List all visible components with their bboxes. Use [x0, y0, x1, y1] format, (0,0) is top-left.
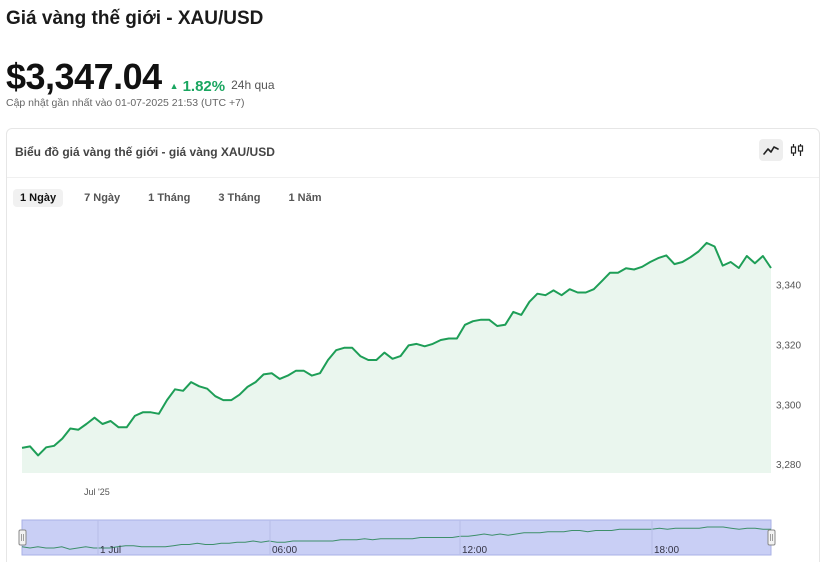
candlestick-chart-button[interactable] — [785, 139, 809, 161]
navigator-window — [21, 519, 772, 556]
time-range-tabs: 1 Ngày 7 Ngày 1 Tháng 3 Tháng 1 Năm — [13, 189, 329, 207]
y-tick-label: 3,280 — [776, 460, 801, 471]
change-period: 24h qua — [231, 78, 275, 92]
price-line — [21, 241, 772, 457]
navigator-handle-right[interactable] — [767, 529, 776, 546]
price-change: ▲ 1.82% — [170, 78, 225, 95]
range-tab-1y[interactable]: 1 Năm — [288, 192, 322, 204]
page-title: Giá vàng thế giới - XAU/USD — [6, 8, 264, 29]
y-tick-label: 3,300 — [776, 400, 801, 411]
navigator-handle-left[interactable] — [18, 529, 27, 546]
range-tab-7d[interactable]: 7 Ngày — [84, 192, 121, 204]
up-arrow-icon: ▲ — [169, 81, 179, 91]
y-tick-label: 3,320 — [776, 340, 801, 351]
change-percent: 1.82% — [182, 77, 226, 95]
range-tab-1d[interactable]: 1 Ngày — [13, 189, 64, 207]
line-chart-icon — [763, 146, 779, 155]
y-tick-label: 3,340 — [776, 281, 801, 292]
chart-type-switch — [759, 139, 809, 161]
price-row: $3,347.04 ▲ 1.82% 24h qua — [6, 56, 275, 98]
chart-card-title: Biểu đồ giá vàng thế giới - giá vàng XAU… — [15, 145, 275, 159]
navigator-label: 1 Jul — [100, 545, 121, 556]
range-tab-1m[interactable]: 1 Tháng — [148, 192, 191, 204]
line-chart-button[interactable] — [759, 139, 783, 161]
range-tab-3m[interactable]: 3 Tháng — [218, 192, 261, 204]
x-tick-label: Jul '25 — [84, 487, 110, 497]
card-divider — [7, 177, 819, 178]
navigator-label: 06:00 — [272, 545, 297, 556]
candlestick-icon — [790, 144, 804, 156]
navigator-line — [21, 526, 771, 550]
last-updated: Cập nhật gần nhất vào 01-07-2025 21:53 (… — [6, 97, 245, 109]
current-price: $3,347.04 — [6, 56, 162, 97]
navigator-label: 18:00 — [654, 545, 679, 556]
navigator-label: 12:00 — [462, 545, 487, 556]
